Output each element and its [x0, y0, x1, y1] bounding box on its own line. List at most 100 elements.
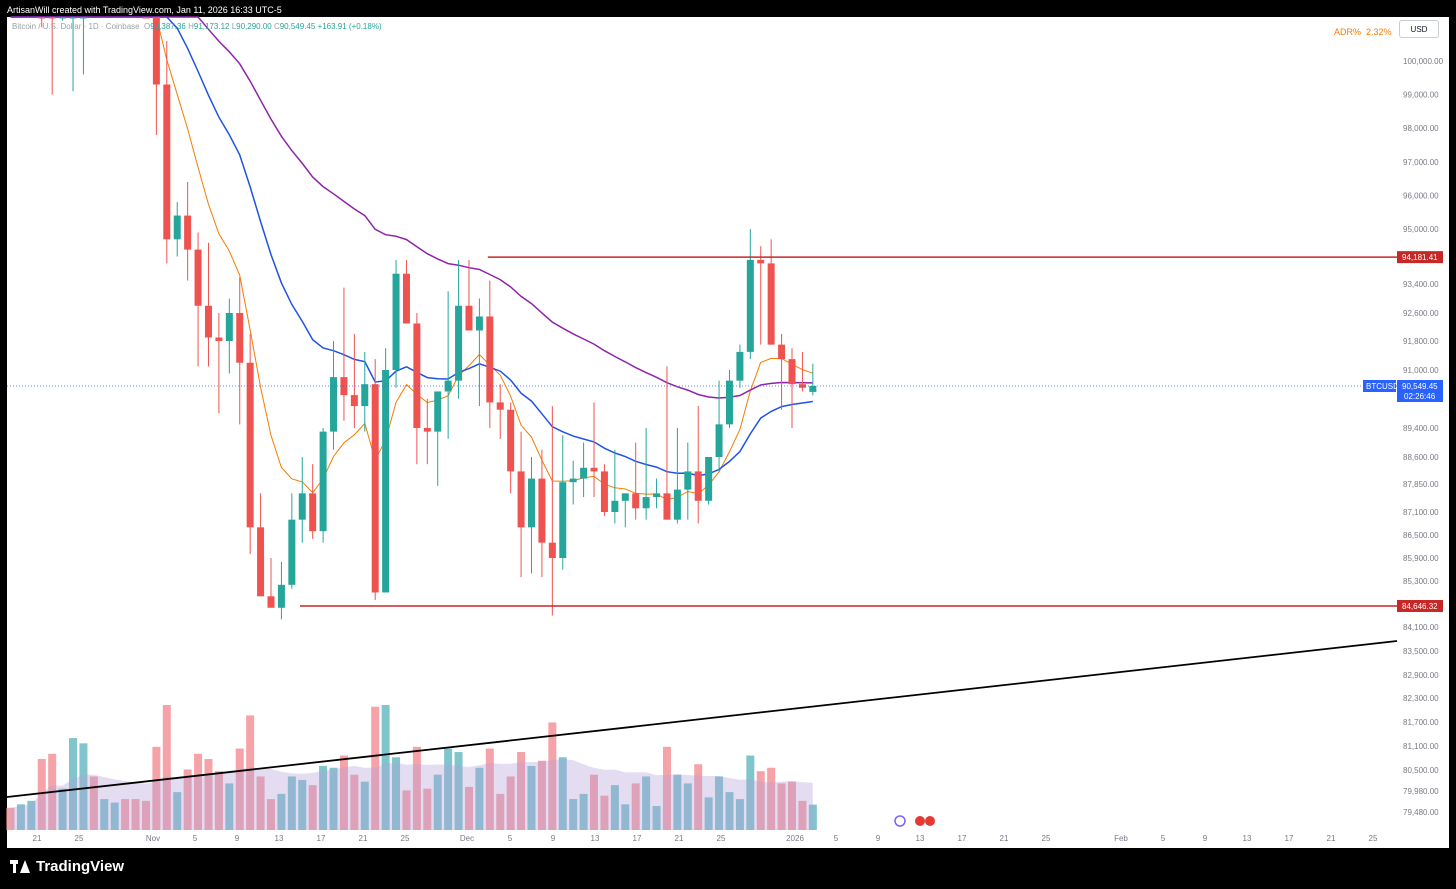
candle-body [319, 431, 327, 532]
volume-bar [579, 793, 588, 830]
symbol-legend[interactable]: Bitcoin / U.S. Dollar · 1D · Coinbase O9… [12, 22, 382, 31]
volume-bar [162, 705, 171, 830]
time-tick-label: 17 [633, 834, 642, 843]
volume-bar [235, 748, 244, 830]
adr-value: 2.32% [1366, 27, 1392, 37]
countdown-label: 02:26:46 [1404, 392, 1436, 401]
candle-body [298, 493, 306, 520]
volume-bar [319, 765, 328, 830]
volume-bar [642, 776, 651, 830]
candle-body [277, 584, 285, 608]
candle-body [767, 263, 775, 345]
trendline [6, 640, 1398, 798]
level-price-badge [1397, 599, 1443, 612]
candle-body [746, 259, 754, 352]
volume-bar [141, 800, 150, 830]
volume-bar [767, 767, 776, 830]
volume-bar [715, 776, 724, 830]
volume-bar [225, 783, 234, 830]
ema-fast-line [10, 16, 813, 501]
volume-bar [600, 795, 609, 830]
volume-bar [58, 788, 67, 830]
time-tick-label: 17 [317, 834, 326, 843]
price-tick-label: 92,600.00 [1403, 309, 1439, 318]
volume-bar [339, 755, 348, 830]
volume-bar [798, 800, 807, 830]
price-tick-label: 82,900.00 [1403, 671, 1439, 680]
candle-body [163, 84, 171, 240]
price-tick-label: 80,500.00 [1403, 766, 1439, 775]
volume-bar [329, 767, 338, 830]
level-price-label: 94,181.41 [1402, 253, 1438, 262]
last-price-label: 90,549.45 [1402, 382, 1438, 391]
symbol-badge [1363, 380, 1396, 392]
price-tick-label: 88,600.00 [1403, 453, 1439, 462]
candle-body [600, 471, 608, 512]
candle-body [455, 305, 463, 381]
volume-bar [121, 799, 130, 830]
candle-body [38, 17, 46, 19]
time-tick-label: 9 [1203, 834, 1208, 843]
footer: TradingView [0, 848, 1456, 889]
time-tick-label: 21 [33, 834, 42, 843]
volume-bar [287, 776, 296, 830]
candle-body [309, 493, 317, 532]
candle-body [507, 409, 515, 472]
price-tick-label: 82,300.00 [1403, 694, 1439, 703]
currency-button[interactable]: USD [1399, 20, 1439, 38]
price-tick-label: 86,500.00 [1403, 531, 1439, 540]
candle-body [204, 305, 212, 338]
us-flag-event-icon [925, 816, 935, 826]
time-tick-label: 25 [1042, 834, 1051, 843]
candle-body [517, 471, 525, 528]
last-price-badge [1397, 380, 1443, 402]
adr-label: ADR% [1334, 27, 1362, 37]
candle-body [632, 493, 640, 509]
volume-bar [79, 743, 88, 830]
volume-bar [652, 806, 661, 830]
candle-body [361, 384, 369, 407]
price-tick-label: 93,400.00 [1403, 280, 1439, 289]
volume-bar [246, 715, 255, 830]
price-tick-label: 89,400.00 [1403, 424, 1439, 433]
volume-bar [496, 793, 505, 830]
brand-text: TradingView [36, 858, 125, 875]
time-tick-label: 13 [591, 834, 600, 843]
volume-bar [756, 771, 765, 830]
volume-bars [6, 705, 817, 830]
symbol-badge-label: BTCUSD [1366, 382, 1399, 391]
ohlc-close: 90,549.45 [279, 22, 316, 31]
candle-body [215, 337, 223, 341]
chart-canvas[interactable]: 100,000.00 99,000.00 98,000.00 97,000.00 96,… [0, 0, 1456, 848]
candle-body [548, 542, 556, 558]
candle-body [402, 273, 410, 324]
candle-body [590, 467, 598, 472]
volume-bar [475, 767, 484, 830]
price-tick-label: 97,000.00 [1403, 158, 1439, 167]
volume-bar [527, 765, 536, 830]
price-tick-label: 81,100.00 [1403, 742, 1439, 751]
candle-body [642, 497, 650, 509]
candle-body [79, 17, 87, 19]
volume-bar [6, 807, 15, 830]
price-tick-label: 95,000.00 [1403, 225, 1439, 234]
candle-body [663, 493, 671, 520]
time-tick-label: 21 [359, 834, 368, 843]
candle-body [705, 457, 713, 501]
time-tick-label: 25 [401, 834, 410, 843]
adr-indicator[interactable]: ADR% 2.32% [1334, 27, 1392, 37]
volume-ma-area [10, 759, 813, 830]
volume-bar [610, 785, 619, 830]
price-tick-label: 91,800.00 [1403, 337, 1439, 346]
tradingview-brand[interactable]: TradingView [10, 858, 124, 875]
volume-bar [350, 774, 359, 830]
volume-bar [152, 746, 161, 830]
price-tick-label: 91,000.00 [1403, 366, 1439, 375]
time-tick-label: 5 [193, 834, 198, 843]
candle-body [757, 259, 765, 264]
time-tick-label: 21 [1327, 834, 1336, 843]
candle-body [809, 386, 817, 392]
price-tick-label: 87,850.00 [1403, 480, 1439, 489]
candle-body [246, 362, 254, 528]
candle-body [684, 471, 692, 490]
